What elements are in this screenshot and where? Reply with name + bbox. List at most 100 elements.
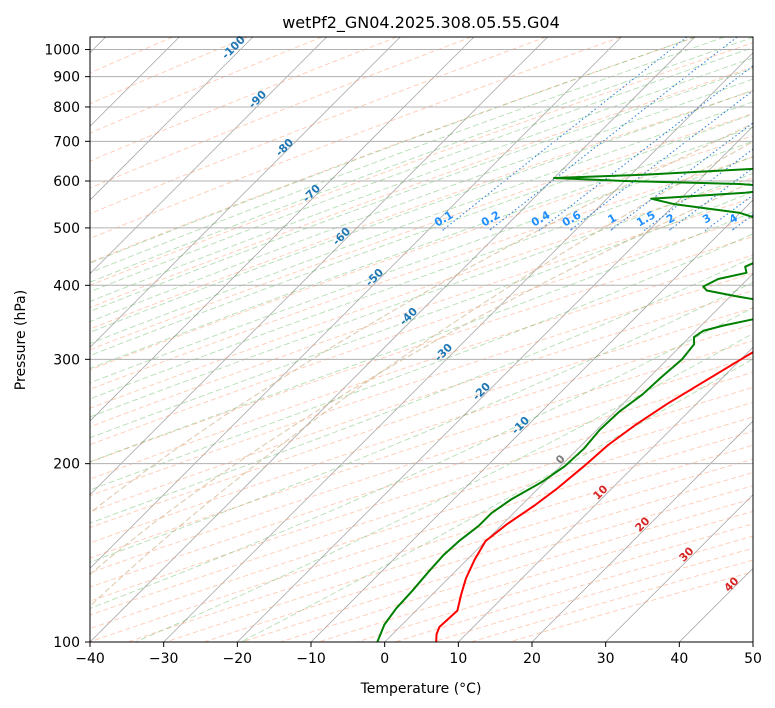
x-axis-title: Temperature (°C) (360, 681, 482, 697)
dry-adiabat-line (90, 290, 753, 513)
mixing-ratio-label: 2 (664, 211, 677, 226)
moist-adiabat-line (135, 333, 753, 642)
isotherm-line (163, 52, 753, 642)
dry-adiabat-line (90, 386, 753, 602)
y-tick-label: 600 (53, 174, 80, 190)
moist-adiabat-line (90, 307, 753, 609)
mixing-ratio-line (771, 37, 775, 231)
moist-adiabat-line (90, 140, 753, 384)
y-tick-label: 1000 (44, 43, 80, 59)
moist-adiabat-line (90, 281, 753, 563)
x-tick-label: −40 (75, 651, 105, 667)
isotherm-line (90, 37, 254, 201)
y-axis-title: Pressure (hPa) (13, 290, 29, 390)
mixing-ratio-line (569, 90, 753, 231)
background-lines (90, 37, 775, 642)
dry-adiabat-label: -70 (300, 182, 323, 205)
chart-title: wetPf2_GN04.2025.308.05.55.G04 (282, 13, 560, 33)
isotherm-line (90, 37, 548, 496)
isotherm-line (605, 494, 753, 642)
moist-adiabat-line (90, 47, 753, 293)
dry-adiabat-label: -30 (432, 341, 455, 364)
dry-adiabat-line (90, 37, 323, 134)
x-axis: −40 −30 −20 −10 0 10 20 30 40 50 (75, 642, 762, 667)
dry-adiabat-line (90, 254, 753, 480)
reference-curve (90, 123, 753, 514)
mixing-ratio-label: 0.4 (529, 208, 553, 229)
dry-adiabat-line (90, 66, 753, 309)
y-axis: 100 200 300 400 500 600 700 800 900 1000 (44, 43, 90, 651)
moist-adiabat-line (90, 67, 753, 312)
dry-adiabat-label: -20 (470, 380, 493, 403)
mixing-ratio-line (610, 122, 753, 231)
dry-adiabat-line (280, 498, 753, 642)
dry-adiabat-label: -10 (509, 414, 532, 437)
isotherm-line (310, 199, 753, 642)
isotherm-line (90, 37, 327, 275)
dry-adiabat-line (90, 156, 753, 390)
dry-adiabat-line (90, 37, 547, 215)
moist-adiabat-line (90, 211, 753, 463)
dry-adiabat-line (90, 340, 753, 559)
dry-adiabat-line (90, 37, 696, 263)
dry-adiabat-line (90, 416, 753, 630)
reference-curve (90, 181, 753, 576)
dry-adiabat-line (90, 272, 753, 497)
moist-adiabat-line (90, 89, 753, 333)
x-tick-label: 30 (597, 651, 615, 667)
x-tick-label: 10 (449, 651, 467, 667)
dry-adiabat-line (90, 37, 248, 105)
mixing-ratio-label: 1 (606, 211, 619, 226)
y-tick-label: 500 (53, 221, 80, 237)
dry-adiabat-label: 30 (677, 544, 697, 564)
mixing-ratio-label: 1.5 (634, 208, 657, 229)
dry-adiabat-line (241, 485, 753, 642)
dry-adiabat-line (90, 356, 753, 574)
dry-adiabat-label: 20 (633, 514, 653, 534)
y-tick-label: 400 (53, 278, 80, 294)
dry-adiabat-line (90, 323, 753, 544)
reference-curve (90, 140, 753, 608)
y-tick-label: 800 (53, 100, 80, 116)
moist-adiabat-line (90, 233, 753, 491)
dry-adiabat-label: 40 (722, 574, 742, 594)
dry-adiabat-line (90, 42, 753, 286)
moist-adiabat-line (90, 172, 753, 418)
temperature-profile-line (435, 351, 753, 642)
x-tick-label: −30 (149, 651, 179, 667)
dry-adiabat-label: -40 (397, 305, 420, 328)
y-tick-label: 200 (53, 457, 80, 473)
isotherm-line (90, 37, 622, 569)
plot-frame (89, 36, 754, 643)
isotherm-line (384, 273, 753, 642)
mixing-ratio-line (538, 65, 753, 231)
isotherm-line (752, 641, 753, 642)
isotherm-line (237, 125, 753, 642)
x-tick-label: 0 (380, 651, 389, 667)
moist-adiabat-line (90, 156, 753, 400)
dry-adiabat-line (90, 371, 753, 588)
dry-adiabat-line (356, 523, 753, 642)
moist-adiabat-line (90, 57, 753, 302)
isotherm-line (90, 37, 696, 642)
isotherm-line (531, 420, 753, 642)
moist-adiabat-line (90, 37, 753, 283)
isotherm-line (90, 37, 475, 422)
mixing-ratio-label: 3 (700, 211, 713, 226)
dry-adiabat-label: 10 (591, 482, 611, 502)
y-tick-label: 700 (53, 134, 80, 150)
y-tick-label: 900 (53, 70, 80, 86)
dry-adiabat-label: -90 (246, 88, 269, 111)
dry-adiabat-line (90, 37, 397, 162)
dry-adiabat-line (90, 307, 753, 529)
dry-adiabat-line (90, 113, 753, 351)
moist-adiabat-line (240, 358, 753, 642)
mixing-ratio-label: 0.1 (432, 208, 455, 229)
dry-adiabat-line (90, 37, 622, 239)
dewpoint-profile-line (376, 167, 753, 642)
profile-lines (376, 167, 753, 642)
isotherm-line (458, 346, 753, 642)
x-tick-label: 40 (670, 651, 688, 667)
